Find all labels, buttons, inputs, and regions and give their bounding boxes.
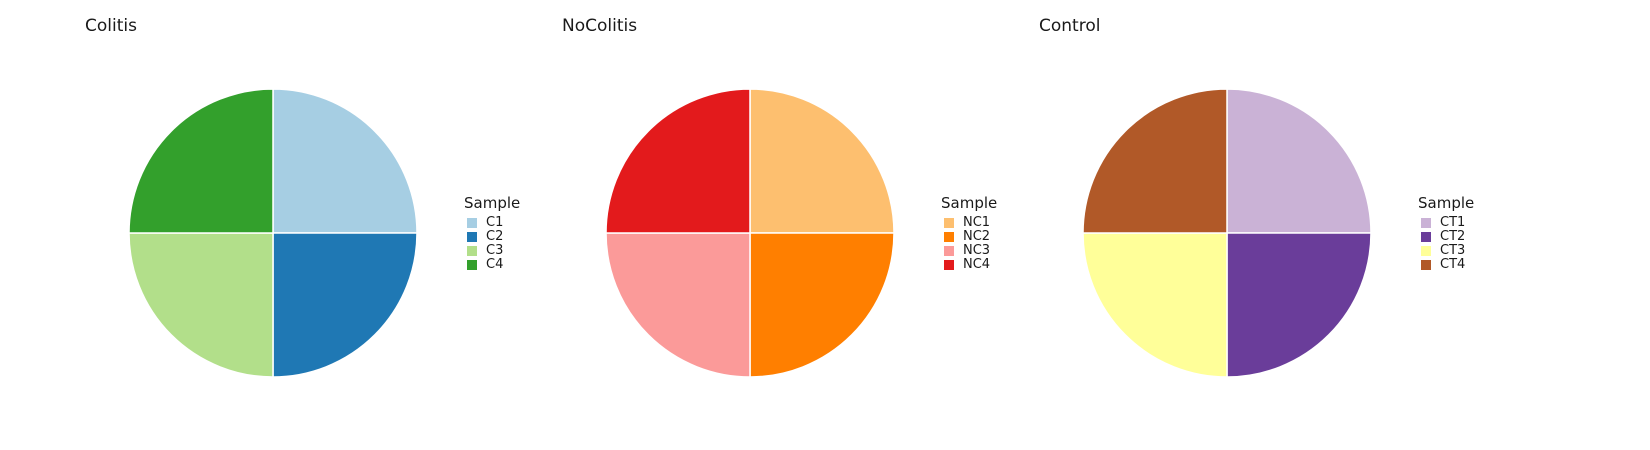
legend-label: NC2: [963, 229, 991, 244]
legend-label: CT1: [1440, 215, 1466, 230]
pie-slice-nc1: [749, 88, 895, 234]
legend-label: NC4: [963, 257, 991, 272]
legend-title: Sample: [464, 194, 521, 212]
legend-item: NC4: [941, 258, 997, 272]
legend-item: CT4: [1418, 258, 1474, 272]
legend: Sample NC1 NC2 NC3 NC4: [941, 194, 997, 272]
legend-title: Sample: [941, 194, 998, 212]
legend-swatch: [467, 260, 477, 270]
pie-chart: [128, 88, 418, 378]
pie-slice-nc3: [605, 232, 751, 378]
pie-panel-nocolitis: NoColitis Sample NC1 NC2 NC3 NC4: [477, 0, 997, 450]
legend-label: C1: [486, 215, 504, 230]
legend-label: C4: [486, 257, 504, 272]
legend-swatch: [944, 232, 954, 242]
legend-item: CT3: [1418, 244, 1474, 258]
pie-slice-c1: [272, 88, 418, 234]
pie-slice-ct1: [1226, 88, 1372, 234]
legend-swatch: [467, 218, 477, 228]
legend-item: C2: [464, 230, 520, 244]
legend-item: C1: [464, 216, 520, 230]
chart-title: Control: [1039, 16, 1101, 36]
legend-item: NC3: [941, 244, 997, 258]
legend-item: CT1: [1418, 216, 1474, 230]
legend-swatch: [1421, 260, 1431, 270]
pie-slice-c4: [128, 88, 274, 234]
legend-title: Sample: [1418, 194, 1475, 212]
legend-label: C3: [486, 243, 504, 258]
legend-swatch: [944, 218, 954, 228]
legend: Sample CT1 CT2 CT3 CT4: [1418, 194, 1474, 272]
chart-title: NoColitis: [562, 16, 638, 36]
chart-title: Colitis: [85, 16, 137, 36]
pie-chart: [1082, 88, 1372, 378]
legend-item: C4: [464, 258, 520, 272]
legend-label: CT3: [1440, 243, 1466, 258]
pie-slice-c2: [272, 232, 418, 378]
legend-label: NC1: [963, 215, 991, 230]
legend-swatch: [944, 246, 954, 256]
legend-item: NC2: [941, 230, 997, 244]
legend-item: NC1: [941, 216, 997, 230]
legend-item: CT2: [1418, 230, 1474, 244]
pie-slice-ct3: [1082, 232, 1228, 378]
legend-swatch: [467, 232, 477, 242]
pie-slice-nc4: [605, 88, 751, 234]
legend-item: C3: [464, 244, 520, 258]
legend-swatch: [944, 260, 954, 270]
pie-slice-ct2: [1226, 232, 1372, 378]
legend-swatch: [1421, 246, 1431, 256]
pie-slice-ct4: [1082, 88, 1228, 234]
legend-swatch: [467, 246, 477, 256]
pie-slice-nc2: [749, 232, 895, 378]
legend-label: CT4: [1440, 257, 1466, 272]
pie-slice-c3: [128, 232, 274, 378]
legend-swatch: [1421, 218, 1431, 228]
legend-label: CT2: [1440, 229, 1466, 244]
pie-panel-colitis: Colitis Sample C1 C2 C3 C4: [0, 0, 520, 450]
pie-chart: [605, 88, 895, 378]
legend-label: C2: [486, 229, 504, 244]
pie-panel-control: Control Sample CT1 CT2 CT3 CT4: [954, 0, 1474, 450]
legend-label: NC3: [963, 243, 991, 258]
legend: Sample C1 C2 C3 C4: [464, 194, 520, 272]
legend-swatch: [1421, 232, 1431, 242]
